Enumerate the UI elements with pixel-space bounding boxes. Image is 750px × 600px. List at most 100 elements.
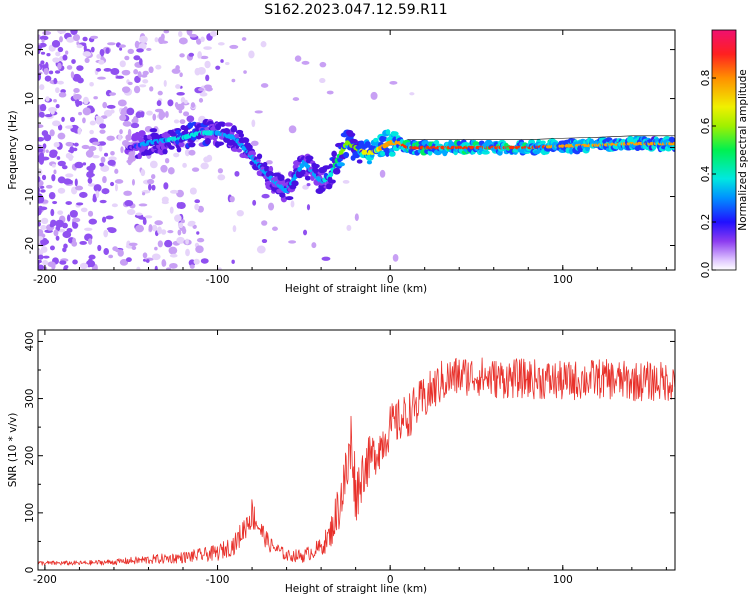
noise-blob bbox=[50, 109, 55, 115]
noise-blob bbox=[49, 149, 58, 157]
noise-blob bbox=[58, 92, 67, 98]
ridge-halo bbox=[304, 175, 311, 181]
noise-blob bbox=[191, 167, 200, 172]
noise-blob bbox=[106, 135, 115, 141]
ridge-halo bbox=[125, 134, 132, 141]
noise-blob bbox=[85, 149, 94, 158]
noise-blob bbox=[40, 240, 45, 246]
ridge-halo bbox=[366, 160, 373, 165]
noise-blob bbox=[130, 122, 140, 129]
noise-blob bbox=[71, 59, 76, 64]
noise-blob bbox=[56, 156, 61, 160]
noise-blob bbox=[217, 267, 222, 270]
noise-blob bbox=[234, 170, 240, 177]
ridge-halo bbox=[216, 141, 225, 146]
noise-blob bbox=[136, 266, 141, 270]
chart-title: S162.2023.047.12.59.R11 bbox=[264, 2, 447, 18]
noise-blob bbox=[155, 64, 162, 70]
noise-blob bbox=[119, 44, 126, 48]
noise-blob bbox=[71, 240, 78, 247]
noise-blob bbox=[104, 152, 109, 157]
noise-blob bbox=[79, 240, 87, 245]
noise-blob bbox=[154, 220, 163, 226]
ridge-halo bbox=[329, 179, 336, 184]
noise-blob bbox=[76, 44, 83, 49]
noise-blob bbox=[115, 75, 125, 79]
spectrogram-marks bbox=[38, 30, 675, 270]
noise-blob bbox=[267, 202, 275, 211]
noise-blob bbox=[55, 87, 60, 94]
spectrogram-y-axis: -20 -10 0 10 20 bbox=[24, 43, 675, 271]
noise-blob bbox=[157, 90, 163, 96]
noise-blob bbox=[140, 169, 146, 177]
noise-blob bbox=[66, 214, 71, 222]
ridge-halo bbox=[568, 147, 574, 155]
noise-blob bbox=[57, 187, 66, 194]
noise-blob bbox=[163, 79, 167, 87]
noise-blob bbox=[105, 47, 110, 54]
noise-blob bbox=[38, 148, 44, 153]
noise-blob bbox=[101, 188, 110, 195]
noise-blob bbox=[139, 58, 143, 66]
noise-blob bbox=[45, 149, 49, 154]
ridge-halo bbox=[236, 148, 243, 153]
noise-blob bbox=[62, 54, 68, 61]
noise-blob bbox=[59, 260, 67, 265]
noise-blob bbox=[173, 119, 180, 124]
noise-blob bbox=[288, 125, 297, 134]
snr-y-tick-label: 200 bbox=[24, 446, 36, 466]
noise-blob bbox=[250, 140, 259, 146]
noise-blob bbox=[55, 51, 61, 57]
ridge-halo bbox=[291, 180, 299, 187]
noise-blob bbox=[156, 100, 162, 107]
noise-blob bbox=[321, 256, 331, 261]
noise-blob bbox=[42, 260, 49, 266]
noise-blob bbox=[142, 70, 149, 76]
ridge-halo bbox=[128, 154, 137, 162]
noise-blob bbox=[146, 110, 153, 116]
noise-blob bbox=[194, 67, 201, 76]
ridge-halo bbox=[262, 161, 268, 168]
ridge-halo bbox=[256, 153, 263, 160]
noise-blob bbox=[42, 143, 47, 149]
noise-blob bbox=[83, 44, 87, 52]
ridge-halo bbox=[356, 159, 363, 164]
noise-blob bbox=[101, 216, 107, 223]
noise-blob bbox=[133, 85, 141, 94]
ridge-halo bbox=[380, 136, 388, 142]
noise-blob bbox=[69, 116, 76, 123]
noise-blob bbox=[79, 262, 89, 270]
noise-blob bbox=[99, 123, 107, 129]
noise-blob bbox=[134, 40, 140, 49]
noise-blob bbox=[248, 50, 255, 59]
spectrogram-y-tick-label: -20 bbox=[24, 237, 36, 254]
noise-blob bbox=[135, 212, 143, 216]
noise-blob bbox=[354, 213, 359, 222]
ridge-halo bbox=[390, 131, 399, 137]
noise-blob bbox=[55, 104, 60, 109]
noise-blob bbox=[39, 152, 45, 159]
noise-blob bbox=[76, 202, 84, 206]
noise-blob bbox=[51, 262, 56, 270]
noise-blob bbox=[38, 221, 41, 227]
noise-blob bbox=[196, 231, 200, 235]
noise-blob bbox=[57, 124, 63, 131]
noise-blob bbox=[51, 174, 56, 182]
noise-blob bbox=[76, 65, 84, 71]
noise-blob bbox=[38, 264, 45, 270]
noise-blob bbox=[69, 146, 75, 154]
noise-blob bbox=[196, 237, 205, 243]
noise-blob bbox=[40, 60, 45, 65]
noise-blob bbox=[49, 222, 55, 228]
noise-blob bbox=[97, 244, 102, 252]
ridge-halo bbox=[626, 136, 636, 144]
noise-blob bbox=[183, 111, 190, 117]
noise-blob bbox=[72, 237, 76, 243]
noise-blob bbox=[189, 33, 198, 38]
noise-blob bbox=[133, 69, 139, 75]
spectrogram-x-tick-label: 0 bbox=[387, 274, 394, 286]
noise-blob bbox=[119, 129, 123, 135]
noise-blob bbox=[65, 173, 74, 178]
noise-blob bbox=[45, 184, 53, 189]
noise-blob bbox=[40, 246, 48, 253]
